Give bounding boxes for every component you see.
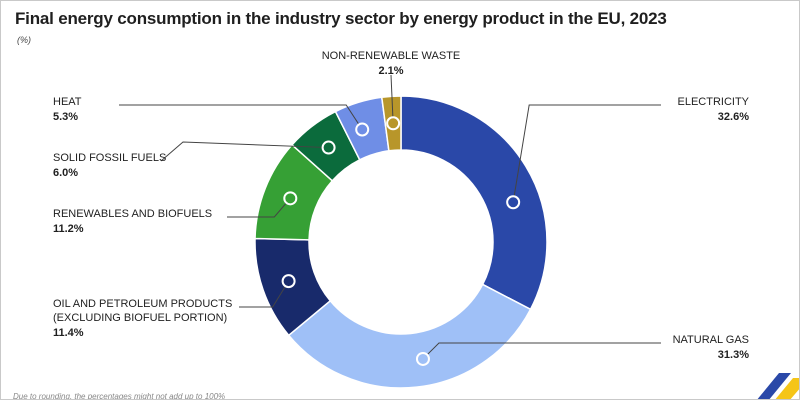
marker-oil-and-petroleum-products (281, 274, 296, 289)
leader-oil-and-petroleum-products (239, 280, 290, 308)
label-heat-name: HEAT (53, 96, 82, 108)
leader-non-renewable-waste (390, 74, 394, 124)
leader-renewables-and-biofuels (227, 198, 291, 218)
label-non-renewable-waste-value: 2.1% (378, 65, 403, 77)
marker-solid-fossil-fuels (321, 140, 336, 155)
leader-electricity (512, 104, 661, 203)
label-renewables-and-biofuels-name: RENEWABLES AND BIOFUELS (53, 208, 212, 220)
label-natural-gas-name: NATURAL GAS (673, 334, 749, 346)
label-oil-and-petroleum-products-name: OIL AND PETROLEUM PRODUCTS (53, 298, 232, 310)
label-oil-and-petroleum-products-name: (EXCLUDING BIOFUEL PORTION) (53, 312, 227, 324)
marker-natural-gas (415, 351, 430, 366)
label-electricity-name: ELECTRICITY (677, 96, 749, 108)
donut-slices (254, 95, 548, 389)
marker-heat (355, 122, 370, 137)
label-renewables-and-biofuels-value: 11.2% (53, 223, 84, 235)
label-leaders (119, 74, 661, 366)
slice-natural-gas (287, 283, 532, 389)
chart-title: Final energy consumption in the industry… (15, 9, 667, 28)
chart-unit: (%) (17, 35, 31, 45)
label-solid-fossil-fuels-name: SOLID FOSSIL FUELS (53, 152, 166, 164)
label-heat-value: 5.3% (53, 111, 78, 123)
label-electricity-value: 32.6% (718, 111, 749, 123)
leader-natural-gas (422, 342, 661, 360)
footnote: Due to rounding, the percentages might n… (13, 392, 226, 400)
label-solid-fossil-fuels-value: 6.0% (53, 167, 78, 179)
marker-non-renewable-waste (386, 116, 401, 131)
leader-solid-fossil-fuels (160, 141, 329, 162)
eurostat-logo (757, 373, 799, 399)
label-natural-gas-value: 31.3% (718, 349, 749, 361)
slice-labels: ELECTRICITY 32.6% NATURAL GAS 31.3% OIL AND … (53, 50, 750, 361)
label-oil-and-petroleum-products-value: 11.4% (53, 327, 84, 339)
leader-heat (119, 104, 363, 130)
marker-renewables-and-biofuels (283, 191, 298, 206)
slice-electricity (400, 95, 548, 311)
label-non-renewable-waste-name: NON-RENEWABLE WASTE (322, 50, 461, 62)
marker-electricity (506, 195, 521, 210)
